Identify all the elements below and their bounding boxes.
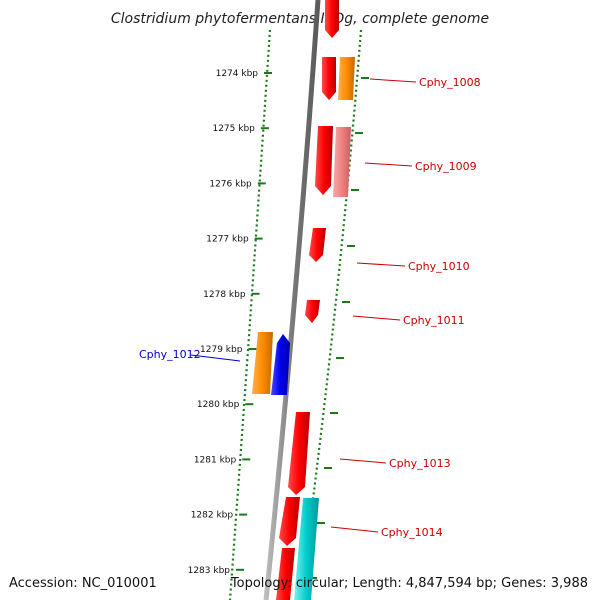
gene-label-cphy-1014[interactable]: Cphy_1014 xyxy=(381,526,443,539)
genome-backbone xyxy=(263,0,321,600)
gene-labels: Cphy_1008 Cphy_1009 Cphy_1010 Cphy_1011 … xyxy=(139,76,481,539)
gene-label-cphy-1009[interactable]: Cphy_1009 xyxy=(415,160,477,173)
gene-cphy-1014[interactable] xyxy=(294,498,319,600)
scale-tick-label: 1280 kbp xyxy=(197,400,240,410)
scale-tick-label: 1282 kbp xyxy=(191,511,234,521)
gene-label-cphy-1012[interactable]: Cphy_1012 xyxy=(139,348,201,361)
scale-tick-label: 1274 kbp xyxy=(216,69,259,79)
gene-cphy-1010[interactable] xyxy=(309,228,326,262)
leader-cphy-1011 xyxy=(352,315,401,321)
scale-tick-label: 1278 kbp xyxy=(203,290,246,300)
map-title: Clostridium phytofermentans ISDg, comple… xyxy=(111,11,489,27)
scale-tick-label: 1279 kbp xyxy=(200,345,243,355)
outer-ticks xyxy=(309,77,369,579)
gene-cphy-1008[interactable] xyxy=(338,57,355,100)
scale-tick-label: 1275 kbp xyxy=(212,124,255,134)
topology-text: Topology: circular; Length: 4,847,594 bp… xyxy=(230,576,588,591)
scale-tick-label: 1283 kbp xyxy=(188,566,231,576)
leader-cphy-1010 xyxy=(356,262,406,267)
accession-text: Accession: NC_010001 xyxy=(9,576,157,591)
gene-cphy-1007[interactable] xyxy=(325,0,339,38)
scale-tick-label: 1276 kbp xyxy=(209,179,252,189)
leader-cphy-1013 xyxy=(339,458,387,464)
leader-cphy-1008 xyxy=(369,78,417,83)
scale: 1274 kbp 1275 kbp 1276 kbp 1277 kbp 1278 kbp… xyxy=(188,69,272,576)
gene-label-cphy-1011[interactable]: Cphy_1011 xyxy=(403,314,465,327)
gene-cphy-1015[interactable] xyxy=(276,548,295,600)
leader-cphy-1012 xyxy=(190,354,241,362)
gene-cphy-1008-strand-a[interactable] xyxy=(322,57,336,100)
gene-leader-lines xyxy=(190,78,417,533)
inner-dotted-track xyxy=(228,29,272,600)
gene-features xyxy=(252,0,355,600)
gene-label-cphy-1010[interactable]: Cphy_1010 xyxy=(408,260,470,273)
gene-cphy-1014-strand-a[interactable] xyxy=(279,497,300,546)
gene-label-cphy-1013[interactable]: Cphy_1013 xyxy=(389,457,451,470)
gene-cphy-1012-orange[interactable] xyxy=(252,332,273,394)
gene-cphy-1013[interactable] xyxy=(288,412,310,495)
gene-label-cphy-1008[interactable]: Cphy_1008 xyxy=(419,76,481,89)
scale-tick-label: 1277 kbp xyxy=(206,235,249,245)
leader-cphy-1014 xyxy=(330,526,379,533)
gene-cphy-1012[interactable] xyxy=(271,334,290,395)
gene-cphy-1009-strand-a[interactable] xyxy=(315,126,333,195)
gene-cphy-1011[interactable] xyxy=(305,300,320,323)
scale-tick-label: 1281 kbp xyxy=(194,455,237,465)
gene-cphy-1009[interactable] xyxy=(333,127,351,197)
leader-cphy-1009 xyxy=(364,162,413,167)
